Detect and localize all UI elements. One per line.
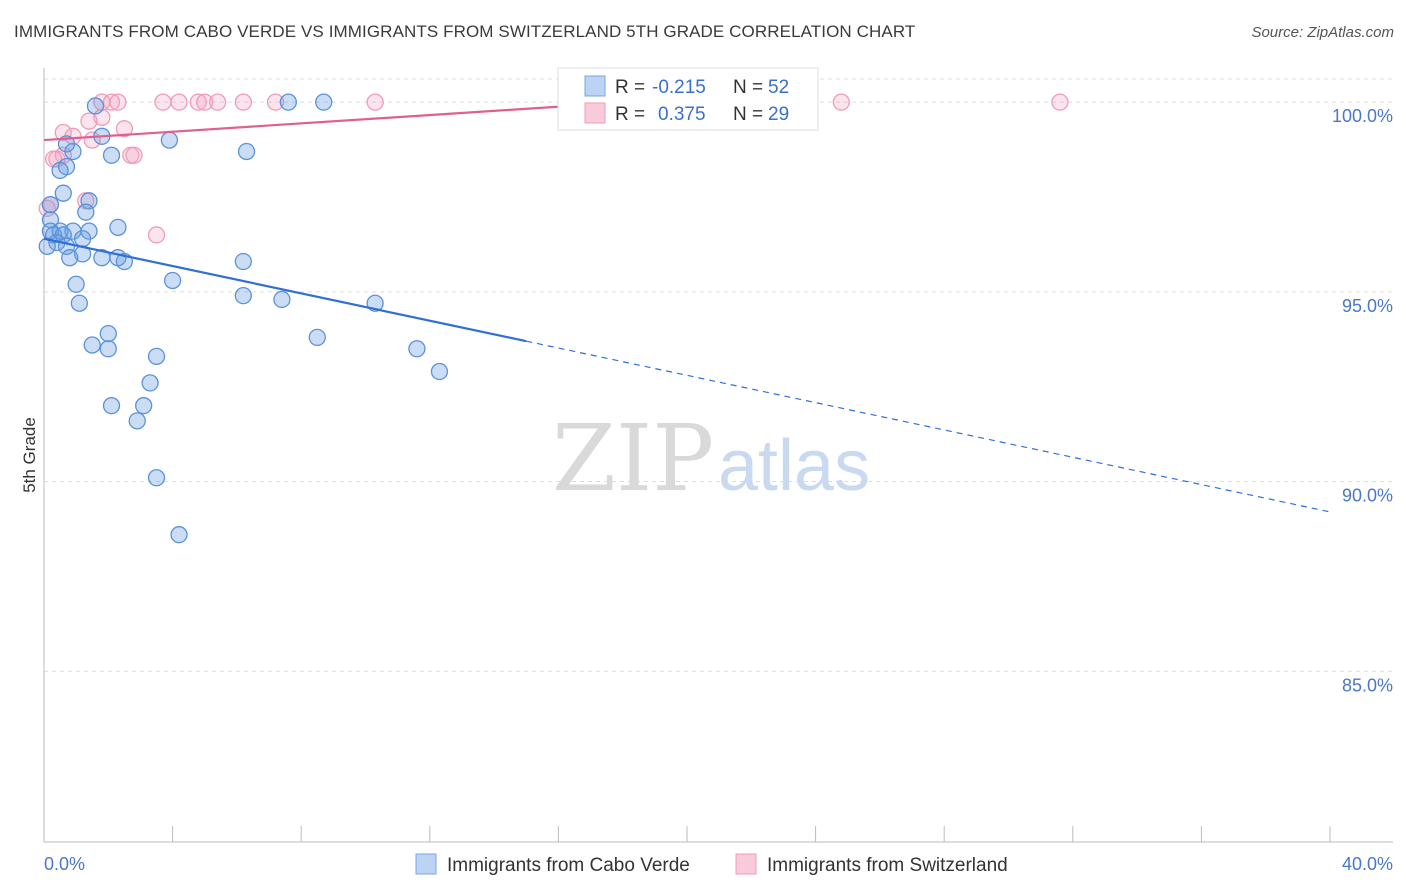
cabo-verde-point — [73, 230, 92, 248]
cabo-verde-point — [315, 93, 333, 111]
cabo-verde-point — [67, 275, 85, 293]
bottom-legend-label-cabo-verde: Immigrants from Cabo Verde — [447, 855, 690, 876]
switzerland-point — [208, 93, 227, 111]
cabo-verde-point — [128, 412, 146, 430]
legend: R = -0.215 N = 52 R = 0.375 N = 29 — [557, 67, 819, 131]
bottom-legend-label-switzerland: Immigrants from Switzerland — [767, 855, 1008, 876]
cabo-verde-point — [147, 347, 166, 366]
legend-r-value-switzerland: 0.375 — [658, 104, 706, 125]
cabo-verde-point — [147, 469, 166, 487]
switzerland-point — [80, 112, 98, 130]
cabo-verde-point — [163, 271, 182, 290]
switzerland-point — [115, 120, 134, 138]
bottom-legend-swatch-switzerland — [735, 853, 757, 875]
cabo-verde-point — [234, 286, 252, 305]
cabo-verde-point — [170, 526, 188, 544]
cabo-verde-point — [135, 397, 153, 415]
cabo-verde-point — [141, 374, 159, 392]
cabo-verde-point — [234, 252, 252, 271]
y-tick-labels: 85.0% 90.0% 95.0% 100.0% — [1332, 106, 1393, 695]
legend-n-value-switzerland: 29 — [768, 104, 789, 125]
cabo-verde-point — [102, 146, 121, 164]
cabo-verde-point — [279, 93, 297, 111]
chart-title: IMMIGRANTS FROM CABO VERDE VS IMMIGRANTS… — [14, 22, 916, 41]
cabo-verde-point — [99, 340, 117, 358]
source-label: Source: ZipAtlas.com — [1251, 24, 1394, 41]
switzerland-point — [266, 93, 285, 111]
legend-r-label: R = — [615, 77, 645, 98]
x-tick-label-max: 40.0% — [1342, 854, 1393, 874]
cabo-verde-point — [237, 142, 256, 161]
bottom-legend: Immigrants from Cabo Verde Immigrants fr… — [415, 853, 1008, 876]
cabo-verde-point — [41, 195, 60, 214]
cabo-verde-point — [408, 340, 426, 358]
cabo-verde-point — [51, 161, 69, 180]
switzerland-point — [109, 93, 127, 111]
legend-r-label: R = — [615, 104, 645, 125]
switzerland-point — [147, 226, 166, 244]
y-axis-label: 5th Grade — [20, 417, 39, 493]
cabo-verde-point — [61, 249, 79, 267]
cabo-verde-point — [83, 336, 101, 354]
legend-swatch-switzerland — [584, 102, 606, 124]
cabo-verde-point — [273, 290, 291, 309]
switzerland-point — [102, 93, 121, 111]
switzerland-point — [125, 146, 143, 164]
cabo-verde-point — [77, 203, 95, 221]
switzerland-point — [1051, 93, 1069, 111]
y-tick-label: 85.0% — [1342, 675, 1393, 695]
switzerland-point — [196, 93, 214, 111]
bottom-legend-swatch-cabo-verde — [415, 853, 437, 875]
legend-r-value-cabo-verde: -0.215 — [652, 77, 706, 98]
switzerland-point — [154, 93, 172, 111]
cabo-verde-point — [70, 294, 89, 312]
switzerland-point — [366, 93, 384, 111]
cabo-verde-trend-line — [43, 237, 527, 343]
switzerland-point — [189, 93, 207, 111]
series-cabo-verde-points — [38, 93, 449, 544]
x-tick-label-min: 0.0% — [44, 854, 85, 874]
y-tick-label: 95.0% — [1342, 296, 1393, 316]
axes — [43, 68, 1393, 843]
gridlines — [44, 78, 1393, 672]
cabo-verde-trend-extension — [526, 340, 1331, 513]
legend-n-label: N = — [733, 104, 763, 125]
cabo-verde-point — [160, 131, 179, 149]
cabo-verde-point — [54, 184, 72, 202]
legend-n-label: N = — [733, 77, 763, 98]
switzerland-point — [832, 93, 850, 111]
cabo-verde-point — [430, 362, 449, 381]
series-switzerland-points — [38, 93, 1069, 244]
switzerland-point — [170, 93, 188, 111]
y-tick-label: 90.0% — [1342, 486, 1393, 506]
cabo-verde-point — [99, 324, 117, 343]
watermark: ZIP atlas — [552, 405, 870, 512]
watermark-zip: ZIP — [552, 405, 714, 512]
switzerland-point — [234, 93, 252, 111]
legend-swatch-cabo-verde — [584, 75, 606, 97]
cabo-verde-point — [86, 97, 105, 115]
cabo-verde-point — [308, 328, 326, 347]
watermark-atlas: atlas — [718, 426, 870, 506]
cabo-verde-point — [109, 218, 127, 237]
cabo-verde-point — [102, 397, 121, 415]
legend-n-value-cabo-verde: 52 — [768, 77, 789, 98]
y-tick-label: 100.0% — [1332, 106, 1393, 126]
